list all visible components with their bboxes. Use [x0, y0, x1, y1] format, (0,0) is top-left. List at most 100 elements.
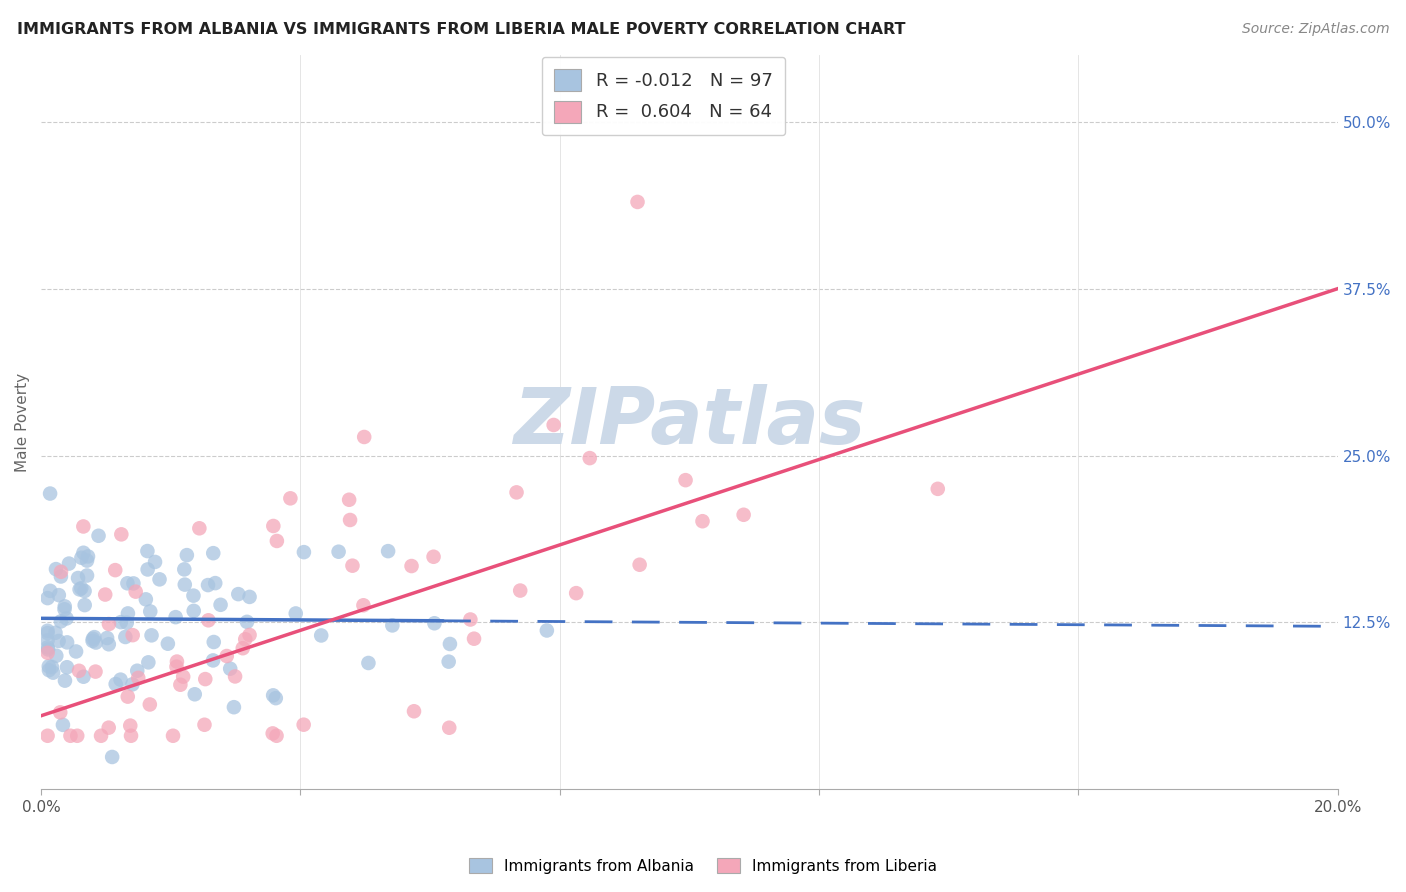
- Point: [59, 729, 82, 743]
- Point: [292, 545, 315, 559]
- Point: [110, 615, 132, 629]
- Point: [104, 563, 127, 577]
- Point: [73, 584, 96, 599]
- Point: [53, 599, 76, 614]
- Point: [117, 690, 139, 704]
- Point: [209, 598, 232, 612]
- Point: [72, 519, 94, 533]
- Point: [309, 628, 332, 642]
- Point: [439, 637, 461, 651]
- Point: [77, 549, 100, 564]
- Point: [197, 613, 219, 627]
- Point: [162, 729, 184, 743]
- Point: [82, 633, 104, 648]
- Point: [120, 718, 142, 732]
- Point: [69, 582, 91, 597]
- Point: [97, 637, 120, 651]
- Point: [72, 670, 94, 684]
- Point: [49, 565, 72, 579]
- Point: [42, 665, 65, 680]
- Point: [76, 553, 98, 567]
- Point: [197, 578, 219, 592]
- Point: [65, 644, 87, 658]
- Point: [56, 635, 79, 649]
- Point: [97, 617, 120, 632]
- Point: [204, 576, 226, 591]
- Point: [97, 721, 120, 735]
- Point: [439, 721, 461, 735]
- Point: [49, 706, 72, 720]
- Point: [626, 194, 648, 209]
- Point: [262, 689, 284, 703]
- Point: [193, 718, 215, 732]
- Point: [437, 655, 460, 669]
- Point: [166, 659, 188, 673]
- Text: ZIPatlas: ZIPatlas: [513, 384, 866, 460]
- Point: [280, 491, 302, 506]
- Point: [117, 607, 139, 621]
- Point: [183, 604, 205, 618]
- Point: [45, 562, 67, 576]
- Point: [138, 656, 160, 670]
- Point: [121, 628, 143, 642]
- Point: [48, 588, 70, 602]
- Point: [733, 508, 755, 522]
- Point: [114, 630, 136, 644]
- Point: [84, 635, 107, 649]
- Point: [215, 648, 238, 663]
- Point: [238, 628, 260, 642]
- Point: [565, 586, 588, 600]
- Point: [183, 589, 205, 603]
- Point: [401, 559, 423, 574]
- Point: [37, 591, 59, 606]
- Point: [202, 653, 225, 667]
- Point: [194, 672, 217, 686]
- Point: [224, 669, 246, 683]
- Text: IMMIGRANTS FROM ALBANIA VS IMMIGRANTS FROM LIBERIA MALE POVERTY CORRELATION CHAR: IMMIGRANTS FROM ALBANIA VS IMMIGRANTS FR…: [17, 22, 905, 37]
- Point: [353, 430, 375, 444]
- Point: [266, 533, 288, 548]
- Point: [66, 729, 89, 743]
- Point: [165, 610, 187, 624]
- Point: [578, 451, 600, 466]
- Point: [37, 626, 59, 640]
- Point: [141, 628, 163, 642]
- Legend: R = -0.012   N = 97, R =  0.604   N = 64: R = -0.012 N = 97, R = 0.604 N = 64: [541, 57, 786, 136]
- Point: [509, 583, 531, 598]
- Point: [239, 590, 262, 604]
- Point: [176, 548, 198, 562]
- Point: [110, 527, 132, 541]
- Point: [90, 729, 112, 743]
- Y-axis label: Male Poverty: Male Poverty: [15, 373, 30, 472]
- Point: [70, 581, 93, 595]
- Point: [120, 729, 142, 743]
- Point: [139, 604, 162, 618]
- Point: [49, 569, 72, 583]
- Point: [136, 544, 159, 558]
- Point: [135, 592, 157, 607]
- Point: [96, 631, 118, 645]
- Point: [37, 646, 59, 660]
- Point: [377, 544, 399, 558]
- Point: [73, 598, 96, 612]
- Point: [49, 615, 72, 629]
- Point: [72, 546, 94, 560]
- Point: [460, 613, 482, 627]
- Point: [172, 670, 194, 684]
- Point: [44, 625, 66, 640]
- Point: [166, 655, 188, 669]
- Point: [262, 519, 284, 533]
- Point: [226, 587, 249, 601]
- Point: [173, 562, 195, 576]
- Point: [38, 659, 60, 673]
- Point: [143, 555, 166, 569]
- Point: [423, 616, 446, 631]
- Point: [115, 615, 138, 630]
- Point: [37, 633, 59, 648]
- Point: [381, 618, 404, 632]
- Point: [328, 545, 350, 559]
- Point: [292, 717, 315, 731]
- Point: [202, 546, 225, 560]
- Point: [139, 698, 162, 712]
- Point: [927, 482, 949, 496]
